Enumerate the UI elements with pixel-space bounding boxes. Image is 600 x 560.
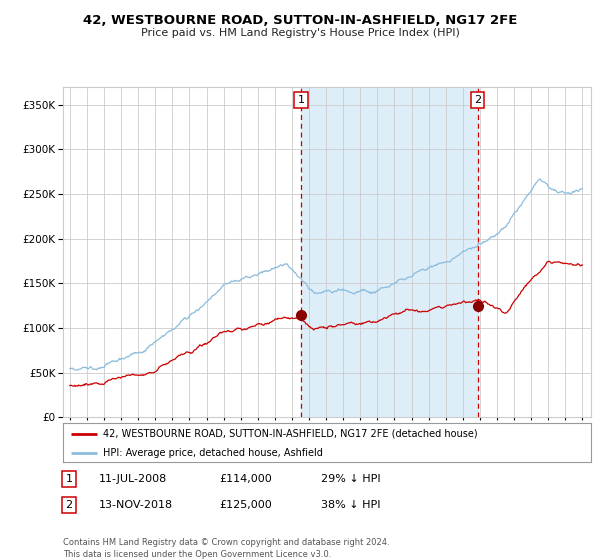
Text: 2: 2	[474, 95, 481, 105]
Text: 13-NOV-2018: 13-NOV-2018	[99, 500, 173, 510]
Text: 42, WESTBOURNE ROAD, SUTTON-IN-ASHFIELD, NG17 2FE: 42, WESTBOURNE ROAD, SUTTON-IN-ASHFIELD,…	[83, 14, 517, 27]
Text: 2: 2	[65, 500, 73, 510]
Text: 29% ↓ HPI: 29% ↓ HPI	[321, 474, 380, 484]
Bar	[301, 87, 478, 417]
Text: £114,000: £114,000	[219, 474, 272, 484]
Text: Contains HM Land Registry data © Crown copyright and database right 2024.
This d: Contains HM Land Registry data © Crown c…	[63, 538, 389, 559]
Text: 1: 1	[65, 474, 73, 484]
Text: £125,000: £125,000	[219, 500, 272, 510]
Text: 11-JUL-2008: 11-JUL-2008	[99, 474, 167, 484]
Text: Price paid vs. HM Land Registry's House Price Index (HPI): Price paid vs. HM Land Registry's House …	[140, 28, 460, 38]
Text: HPI: Average price, detached house, Ashfield: HPI: Average price, detached house, Ashf…	[103, 449, 322, 459]
Text: 42, WESTBOURNE ROAD, SUTTON-IN-ASHFIELD, NG17 2FE (detached house): 42, WESTBOURNE ROAD, SUTTON-IN-ASHFIELD,…	[103, 429, 477, 439]
Text: 38% ↓ HPI: 38% ↓ HPI	[321, 500, 380, 510]
Text: 1: 1	[298, 95, 305, 105]
